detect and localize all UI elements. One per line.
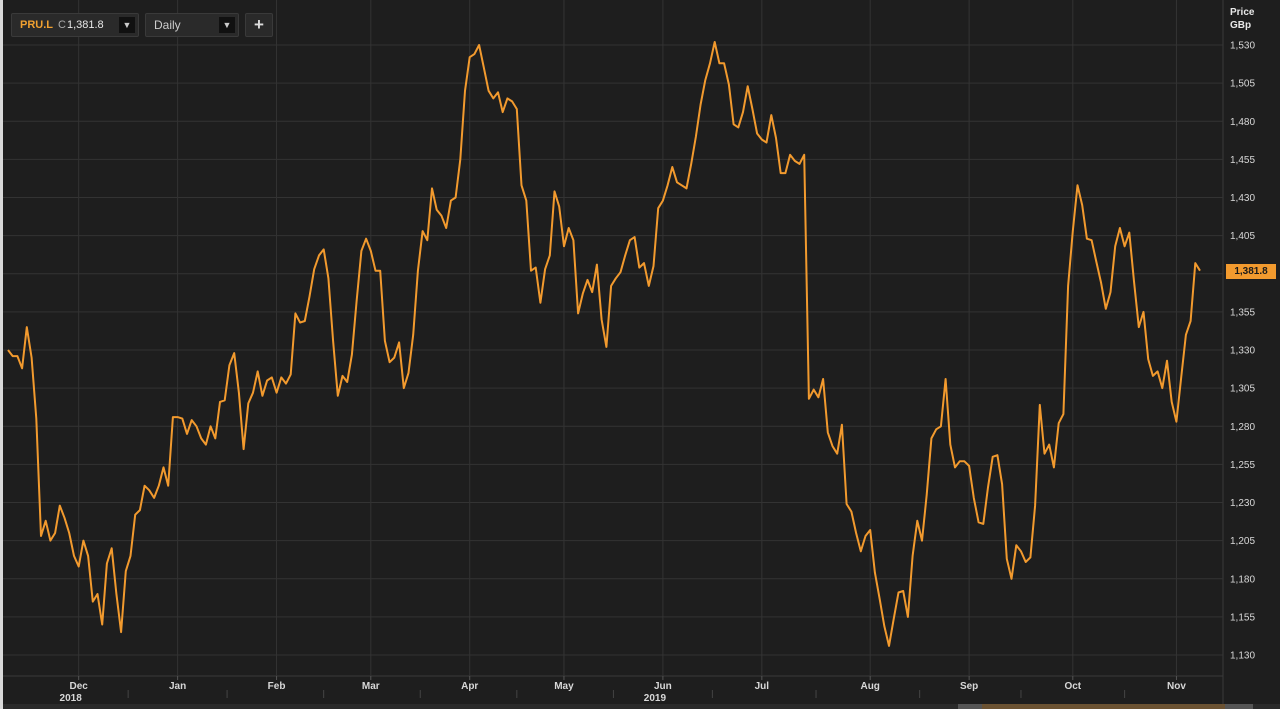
grid: [3, 0, 1224, 704]
y-tick-label: 1,405: [1230, 231, 1255, 242]
chevron-down-icon[interactable]: ▼: [119, 17, 135, 33]
x-tick-label: Aug: [860, 681, 879, 692]
y-axis: 1,130 1,155 1,180 1,205 1,230 1,255 1,280 1,305…: [1230, 41, 1255, 662]
interval-value: Daily: [154, 18, 181, 32]
chevron-down-icon[interactable]: ▼: [219, 17, 235, 33]
x-tick-label: Jan: [169, 681, 186, 692]
x-axis: Dec Jan Feb Mar Apr May Jun Jul Aug Sep Oct Nov 2018…: [60, 681, 1187, 704]
chart-toolbar: PRU.L C 1,381.8 ▼ Daily ▼ +: [11, 12, 273, 38]
y-tick-label: 1,155: [1230, 612, 1255, 623]
time-scrollbar[interactable]: [3, 704, 1280, 709]
x-tick-label: Jul: [755, 681, 770, 692]
interval-selector[interactable]: Daily ▼: [145, 13, 239, 37]
x-tick-label: Dec: [69, 681, 88, 692]
year-label: 2018: [60, 693, 83, 704]
axis-title-line2: GBp: [1230, 20, 1252, 31]
x-tick-label: Sep: [960, 681, 978, 692]
y-tick-label: 1,230: [1230, 498, 1255, 509]
y-tick-label: 1,330: [1230, 346, 1255, 357]
y-tick-label: 1,280: [1230, 422, 1255, 433]
price-axis-title: Price GBp: [1230, 6, 1254, 32]
symbol-selector[interactable]: PRU.L C 1,381.8 ▼: [11, 13, 139, 37]
y-tick-label: 1,130: [1230, 651, 1255, 662]
close-tag: C: [58, 19, 66, 31]
close-value: 1,381.8: [66, 19, 104, 31]
year-label: 2019: [644, 693, 667, 704]
axis-title-line1: Price: [1230, 7, 1255, 18]
x-tick-label: Feb: [268, 681, 286, 692]
y-tick-label: 1,505: [1230, 79, 1255, 90]
last-price-badge: 1,381.8: [1226, 263, 1276, 279]
y-tick-label: 1,305: [1230, 384, 1255, 395]
x-tick-label: Oct: [1064, 681, 1081, 692]
y-tick-label: 1,430: [1230, 193, 1255, 204]
x-tick-label: Mar: [362, 681, 380, 692]
price-series-line: [7, 41, 1201, 647]
x-tick-label: May: [554, 681, 574, 692]
y-tick-label: 1,480: [1230, 117, 1255, 128]
y-tick-label: 1,180: [1230, 574, 1255, 585]
plus-icon: +: [254, 15, 264, 34]
y-tick-label: 1,530: [1230, 41, 1255, 52]
x-tick-label: Apr: [461, 681, 478, 692]
y-tick-label: 1,205: [1230, 536, 1255, 547]
y-tick-label: 1,255: [1230, 460, 1255, 471]
series-layer: [7, 41, 1201, 647]
add-study-button[interactable]: +: [245, 13, 273, 37]
price-chart[interactable]: 1,130 1,155 1,180 1,205 1,230 1,255 1,280 1,305…: [3, 0, 1280, 704]
instrument-code: PRU.L: [20, 19, 53, 31]
x-tick-label: Jun: [654, 681, 672, 692]
scrollbar-thumb[interactable]: [958, 704, 1253, 709]
y-tick-label: 1,355: [1230, 307, 1255, 318]
y-tick-label: 1,455: [1230, 155, 1255, 166]
x-tick-label: Nov: [1167, 681, 1186, 692]
